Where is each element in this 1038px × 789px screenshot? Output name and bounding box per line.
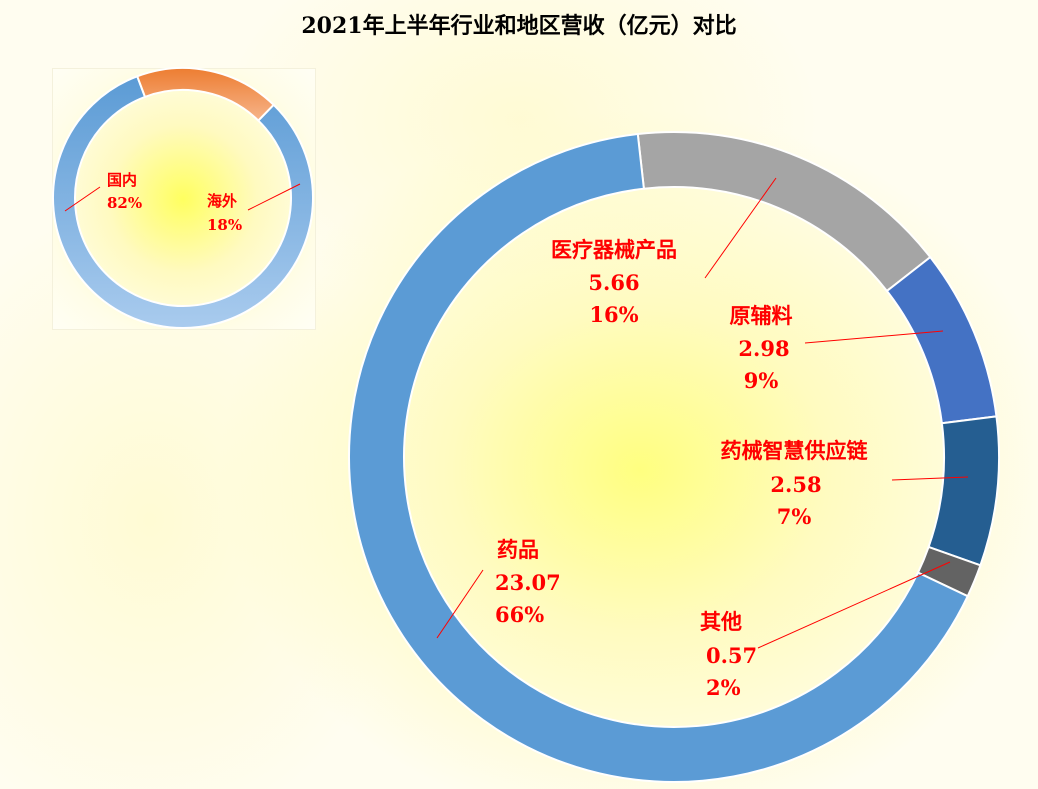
chart-title: 2021年上半年行业和地区营收（亿元）对比 <box>301 13 737 39</box>
slice-overseas <box>135 67 276 122</box>
slice-value-raw-materials: 2.98 <box>738 336 789 361</box>
slice-label-medical-devices: 医疗器械产品 <box>551 237 677 262</box>
slice-label-pharmaceuticals: 药品 <box>497 537 539 562</box>
segment-doughnut <box>348 131 1000 783</box>
leader-line-overseas <box>247 183 301 211</box>
region-doughnut <box>52 67 314 329</box>
slice-label-supply-chain: 药械智慧供应链 <box>721 438 869 463</box>
slice-value-supply-chain: 2.58 <box>770 472 821 497</box>
slice-pharmaceuticals <box>348 132 970 783</box>
region-labels: 国内 82% 海外 18% <box>64 171 301 234</box>
leader-line-pharmaceuticals <box>436 569 484 639</box>
slice-domestic <box>52 75 314 329</box>
leader-line-domestic <box>64 186 101 212</box>
slice-label-domestic: 国内 <box>107 171 137 189</box>
slice-percent-medical-devices: 16% <box>589 302 638 327</box>
slice-value-medical-devices: 5.66 <box>588 270 639 295</box>
slice-percent-domestic: 82% <box>107 194 142 212</box>
slice-value-other: 0.57 <box>706 643 757 668</box>
leader-line-supply-chain <box>891 476 969 481</box>
segment-labels: 医疗器械产品 5.66 16% 原辅料 2.98 9% 药械智慧供应链 2.58… <box>436 177 969 700</box>
slice-label-raw-materials: 原辅料 <box>730 303 793 328</box>
slice-percent-overseas: 18% <box>207 216 242 234</box>
slice-percent-raw-materials: 9% <box>744 368 779 393</box>
leader-line-other <box>757 561 951 649</box>
leader-line-raw-materials <box>804 330 944 344</box>
slice-raw-materials <box>885 255 998 425</box>
slice-supply-chain <box>927 415 1000 567</box>
slice-value-pharmaceuticals: 23.07 <box>495 570 561 595</box>
slice-label-other: 其他 <box>700 609 742 634</box>
slice-percent-pharmaceuticals: 66% <box>495 602 544 627</box>
slice-percent-supply-chain: 7% <box>777 504 812 529</box>
slice-percent-other: 2% <box>706 675 741 700</box>
slice-label-overseas: 海外 <box>207 192 237 210</box>
leader-line-medical-devices <box>704 177 777 279</box>
slice-medical-devices <box>636 131 932 293</box>
